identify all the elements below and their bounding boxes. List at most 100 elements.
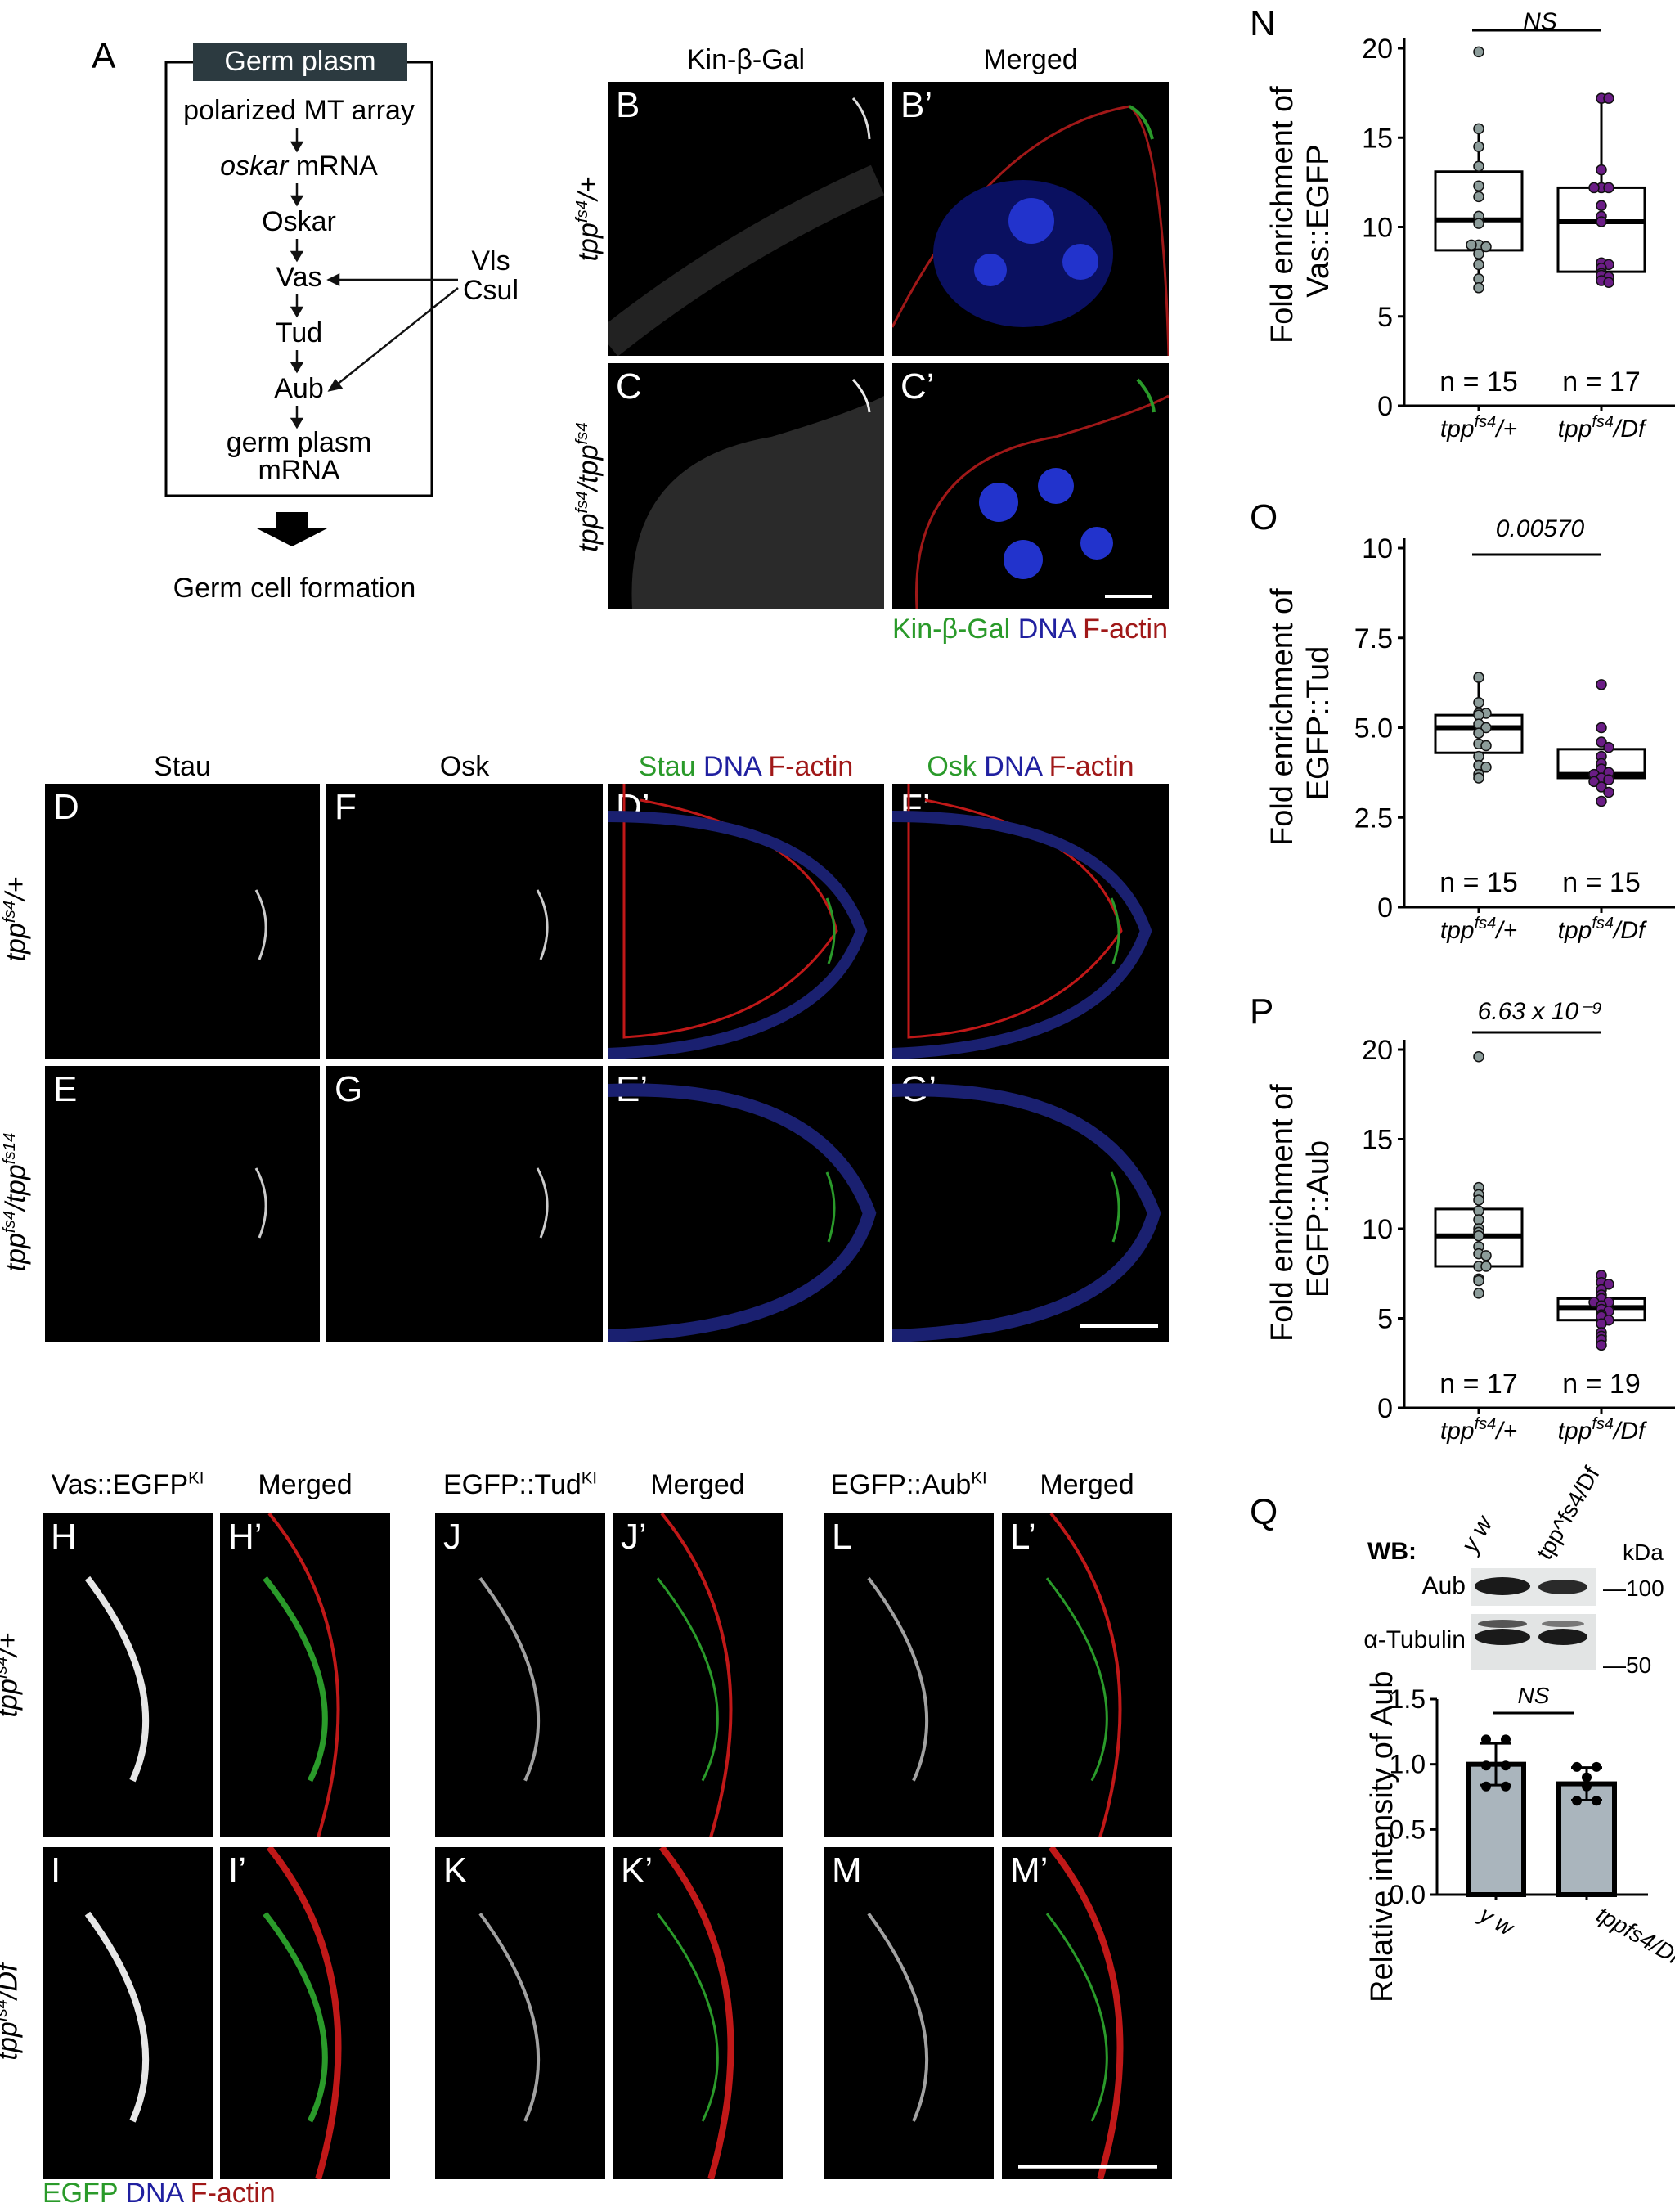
micrograph-l-prime: L’ <box>1002 1513 1172 1837</box>
y-tick-label: 0.5 <box>1390 1814 1426 1844</box>
panel-letter: H <box>51 1517 77 1557</box>
panel-letter: I’ <box>228 1850 246 1891</box>
x-tick-label: tppfs4/+ <box>1440 1415 1517 1445</box>
data-point <box>1572 1761 1582 1772</box>
data-point <box>1473 772 1484 784</box>
data-point <box>1603 182 1614 194</box>
data-point <box>1473 727 1484 739</box>
micrograph-c-prime: C’ <box>892 363 1169 609</box>
data-point <box>1481 1760 1491 1771</box>
data-point <box>1473 672 1484 683</box>
data-point <box>1480 241 1492 253</box>
micrograph-h: H <box>43 1513 213 1837</box>
down-arrow-icon <box>257 512 327 546</box>
data-point <box>1473 46 1484 58</box>
data-point <box>1596 200 1607 212</box>
header-stau-dna-factin: Stau DNA F-actin <box>638 751 854 782</box>
micrograph-g-prime: G’ <box>892 1066 1169 1342</box>
micrograph-d-prime: D’ <box>608 784 884 1059</box>
panel-letter: B’ <box>900 85 933 125</box>
data-point <box>1582 1772 1592 1783</box>
data-point <box>1473 191 1484 203</box>
step-vas: Vas <box>276 262 322 293</box>
x-tick-label: tppfs4/Df <box>1558 915 1647 944</box>
panel-letter: J’ <box>621 1517 647 1557</box>
marker-100: —100 <box>1603 1576 1664 1601</box>
y-tick-label: 5 <box>1377 302 1393 333</box>
data-point <box>1481 1734 1491 1745</box>
y-tick-label: 20 <box>1362 34 1393 65</box>
step-aub: Aub <box>274 373 324 404</box>
outcome-germ-cell-formation: Germ cell formation <box>173 573 416 604</box>
data-point <box>1466 239 1477 251</box>
micrograph-b-prime: B’ <box>892 82 1169 356</box>
micrograph-i: I <box>43 1847 213 2179</box>
germ-plasm-text: germ plasm <box>226 427 372 458</box>
data-point <box>1603 786 1614 798</box>
panel-letter: C <box>616 366 642 407</box>
data-point <box>1480 762 1492 773</box>
significance-label: NS <box>1518 1683 1550 1708</box>
western-blot-image <box>1471 1568 1596 1670</box>
data-point <box>1473 259 1484 271</box>
step-germ-plasm-mrna: germ plasm mRNA <box>166 429 432 484</box>
panel-letter: I <box>51 1850 61 1891</box>
marker-50: —50 <box>1603 1652 1652 1678</box>
micrograph-m: M <box>824 1847 994 2179</box>
data-point <box>1501 1734 1511 1745</box>
data-point <box>1596 781 1607 793</box>
data-point <box>1480 1250 1492 1261</box>
data-point <box>1473 160 1484 172</box>
panel-letter: G <box>335 1069 363 1109</box>
header-egfp-tud-ki: EGFP::TudKI <box>442 1469 598 1500</box>
panel-label-a: A <box>92 36 116 76</box>
panel-letter: K’ <box>621 1850 653 1891</box>
x-tick-label: y w <box>1474 1900 1519 1941</box>
data-point <box>1596 736 1607 748</box>
data-point <box>1481 1781 1491 1792</box>
germ-plasm-header: Germ plasm <box>224 46 376 77</box>
data-point <box>1473 1288 1484 1299</box>
data-point <box>1582 1781 1592 1792</box>
n-label: n = 19 <box>1562 1369 1640 1400</box>
data-point <box>1603 741 1614 753</box>
data-point <box>1588 776 1600 788</box>
y-tick-label: 10 <box>1362 213 1393 244</box>
micrograph-d: D <box>45 784 320 1059</box>
y-tick-label: 0.0 <box>1390 1880 1426 1909</box>
micrograph-k-prime: K’ <box>613 1847 783 2179</box>
micrograph-k: K <box>435 1847 605 2179</box>
panel-letter: D <box>53 787 79 827</box>
band-label-aub: Aub <box>1421 1572 1466 1599</box>
header-merged-1: Merged <box>258 1469 353 1500</box>
data-point <box>1596 795 1607 807</box>
header-kin-b-gal: Kin-β-Gal <box>686 44 806 75</box>
data-point <box>1603 774 1614 785</box>
data-point <box>1480 722 1492 734</box>
data-point <box>1501 1781 1511 1792</box>
micrograph-l: L <box>824 1513 994 1837</box>
data-point <box>1473 1275 1484 1287</box>
panel-letter: B <box>616 85 640 125</box>
data-point <box>1473 1230 1484 1242</box>
micrograph-b: B <box>608 82 884 356</box>
micrograph-c: C <box>608 363 884 609</box>
n-label: n = 15 <box>1562 867 1640 898</box>
regulator-csul: Csul <box>462 275 519 306</box>
micrograph-i-prime: I’ <box>220 1847 390 2179</box>
panel-letter: M <box>832 1850 862 1891</box>
y-tick-label: 0 <box>1377 892 1393 924</box>
oskar-italic: oskar <box>220 151 289 182</box>
y-tick-label: 2.5 <box>1354 803 1393 834</box>
legend-kin-dna-factin: Kin-β-Gal DNA F-actin <box>891 614 1168 645</box>
n-label: n = 15 <box>1439 867 1517 898</box>
panel-letter: E <box>53 1069 78 1109</box>
data-point <box>1603 1279 1614 1290</box>
micrograph-h-prime: H’ <box>220 1513 390 1837</box>
y-tick-label: 15 <box>1362 123 1393 154</box>
data-point <box>1596 216 1607 227</box>
mrna-text: mRNA <box>295 151 378 182</box>
panel-label-q: Q <box>1250 1492 1278 1532</box>
panel-label-p: P <box>1250 991 1274 1032</box>
